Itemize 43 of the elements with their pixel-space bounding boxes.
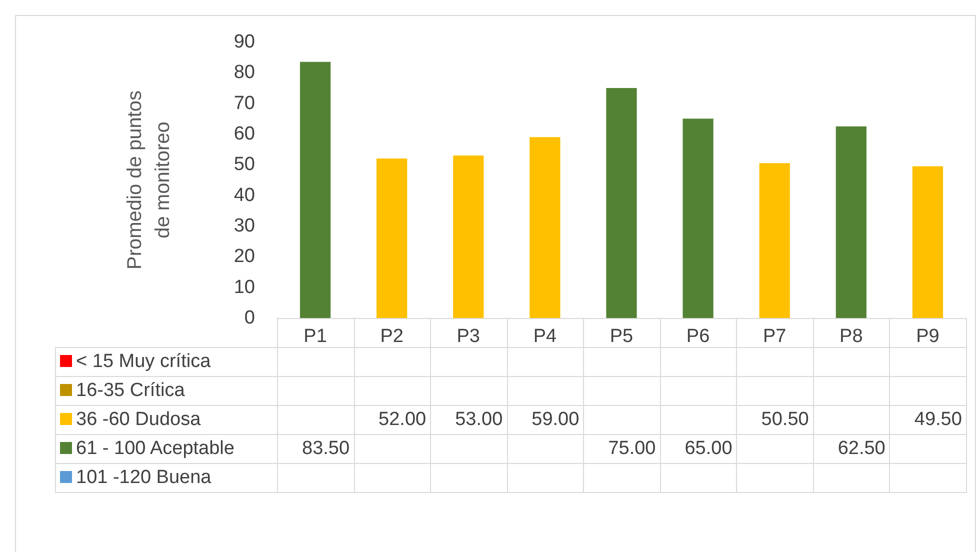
data-label: 53.00 bbox=[430, 405, 508, 434]
y-tick-label: 70 bbox=[234, 92, 255, 114]
x-tick-label: P5 bbox=[610, 326, 634, 347]
bar bbox=[759, 163, 790, 318]
y-tick-label: 40 bbox=[234, 184, 255, 206]
bar bbox=[836, 126, 866, 318]
legend-label: 61 - 100 Aceptable bbox=[56, 434, 278, 463]
y-tick-label: 10 bbox=[234, 276, 255, 298]
y-tick-label: 90 bbox=[234, 32, 255, 52]
bar bbox=[912, 166, 944, 318]
y-tick-label: 30 bbox=[234, 216, 255, 236]
bar bbox=[530, 137, 560, 318]
legend-label: 101 -120 Buena bbox=[56, 463, 278, 492]
y-tick-label: 50 bbox=[234, 154, 255, 176]
legend-label: 16-35 Crítica bbox=[56, 376, 278, 405]
data-label: 65.00 bbox=[660, 434, 737, 463]
y-tick-label: 80 bbox=[234, 62, 255, 84]
y-tick-label: 60 bbox=[234, 124, 255, 144]
bar bbox=[606, 88, 637, 318]
legend-label: < 15 Muy crítica bbox=[56, 347, 278, 376]
x-tick-label: P4 bbox=[533, 326, 557, 347]
x-tick-label: P1 bbox=[304, 326, 327, 347]
x-tick-label: P2 bbox=[380, 326, 404, 347]
data-label: 59.00 bbox=[507, 405, 584, 434]
y-tick-label: 0 bbox=[244, 308, 255, 328]
bar bbox=[453, 155, 484, 318]
bar bbox=[682, 118, 714, 318]
data-label: 52.00 bbox=[354, 405, 431, 434]
y-tick-label: 20 bbox=[234, 246, 255, 268]
x-tick-label: P6 bbox=[686, 326, 710, 347]
y-axis-title: Promedio de puntos de monitoreo bbox=[124, 90, 174, 270]
data-label: 50.50 bbox=[736, 405, 814, 434]
x-tick-label: P8 bbox=[840, 326, 863, 347]
data-label: 83.50 bbox=[278, 434, 354, 463]
x-tick-label: P3 bbox=[456, 326, 480, 347]
x-tick-label: P7 bbox=[762, 326, 786, 347]
bar bbox=[376, 158, 408, 318]
bar bbox=[300, 62, 331, 318]
data-label: 62.50 bbox=[813, 434, 890, 463]
legend-label: 36 -60 Dudosa bbox=[56, 405, 278, 434]
x-tick-label: P9 bbox=[916, 326, 940, 347]
data-label: 75.00 bbox=[584, 434, 660, 463]
data-label: 49.50 bbox=[890, 405, 966, 434]
